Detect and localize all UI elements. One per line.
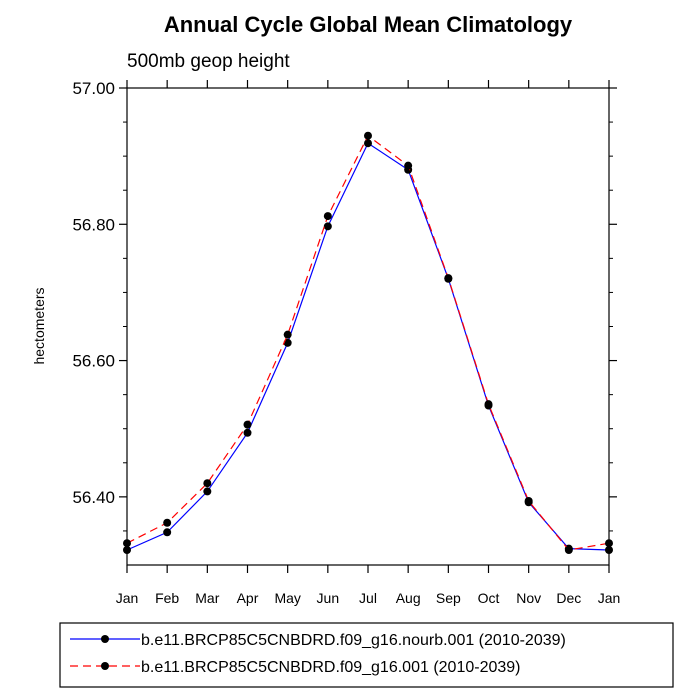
- x-tick-label: Mar: [195, 590, 219, 606]
- x-tick-label: Oct: [478, 590, 500, 606]
- data-point: [283, 338, 292, 347]
- legend-item-default: b.e11.BRCP85C5CNBDRD.f09_g16.001 (2010-2…: [70, 659, 520, 676]
- chart-title: Annual Cycle Global Mean Climatology: [164, 12, 573, 37]
- data-point: [404, 161, 413, 170]
- x-tick-label: Dec: [556, 590, 581, 606]
- chart-subtitle: 500mb geop height: [127, 51, 290, 72]
- legend-item-nourb: b.e11.BRCP85C5CNBDRD.f09_g16.nourb.001 (…: [70, 632, 566, 649]
- data-point: [163, 518, 172, 527]
- x-tick-label: Jun: [317, 590, 340, 606]
- data-point: [283, 330, 292, 339]
- series-line-1: [126, 134, 610, 551]
- data-point: [323, 222, 332, 231]
- data-point: [203, 487, 212, 496]
- data-point: [484, 400, 493, 409]
- data-point: [564, 546, 573, 555]
- y-tick-label: 57.00: [72, 79, 115, 98]
- y-axis-label: hectometers: [31, 287, 47, 364]
- data-point: [203, 479, 212, 488]
- x-tick-label: Sep: [436, 590, 461, 606]
- x-axis-ticks: Jan Feb Mar Apr May Jun Jul Aug Sep Oct Nov Dec Jan: [116, 80, 621, 606]
- legend-marker-nourb: [101, 635, 109, 643]
- data-point: [243, 428, 252, 437]
- x-tick-label: Jul: [359, 590, 377, 606]
- y-tick-label: 56.80: [72, 215, 115, 234]
- data-point: [524, 496, 533, 505]
- data-point: [444, 274, 453, 283]
- plot-frame: [126, 87, 610, 566]
- data-point: [323, 212, 332, 221]
- data-point: [243, 420, 252, 429]
- series-layer: [123, 131, 613, 555]
- legend-label-nourb: b.e11.BRCP85C5CNBDRD.f09_g16.nourb.001 (…: [141, 632, 566, 649]
- legend-box: [59, 622, 674, 688]
- x-tick-label: May: [274, 590, 300, 606]
- series-line-0: [126, 142, 610, 551]
- y-axis-ticks: 56.40 56.60 56.80 57.00: [72, 79, 617, 532]
- x-tick-label: Nov: [516, 590, 541, 606]
- x-tick-label: Aug: [396, 590, 421, 606]
- data-point: [163, 528, 172, 537]
- x-tick-label: Apr: [237, 590, 259, 606]
- legend-label-default: b.e11.BRCP85C5CNBDRD.f09_g16.001 (2010-2…: [141, 659, 520, 676]
- legend-marker-default: [101, 662, 109, 670]
- data-point: [364, 131, 372, 140]
- y-tick-label: 56.40: [72, 488, 115, 507]
- x-tick-label: Feb: [155, 590, 179, 606]
- data-point: [364, 139, 372, 148]
- x-tick-label: Jan: [598, 590, 621, 606]
- x-tick-label: Jan: [116, 590, 139, 606]
- legend: b.e11.BRCP85C5CNBDRD.f09_g16.nourb.001 (…: [59, 622, 674, 688]
- y-tick-label: 56.60: [72, 352, 115, 371]
